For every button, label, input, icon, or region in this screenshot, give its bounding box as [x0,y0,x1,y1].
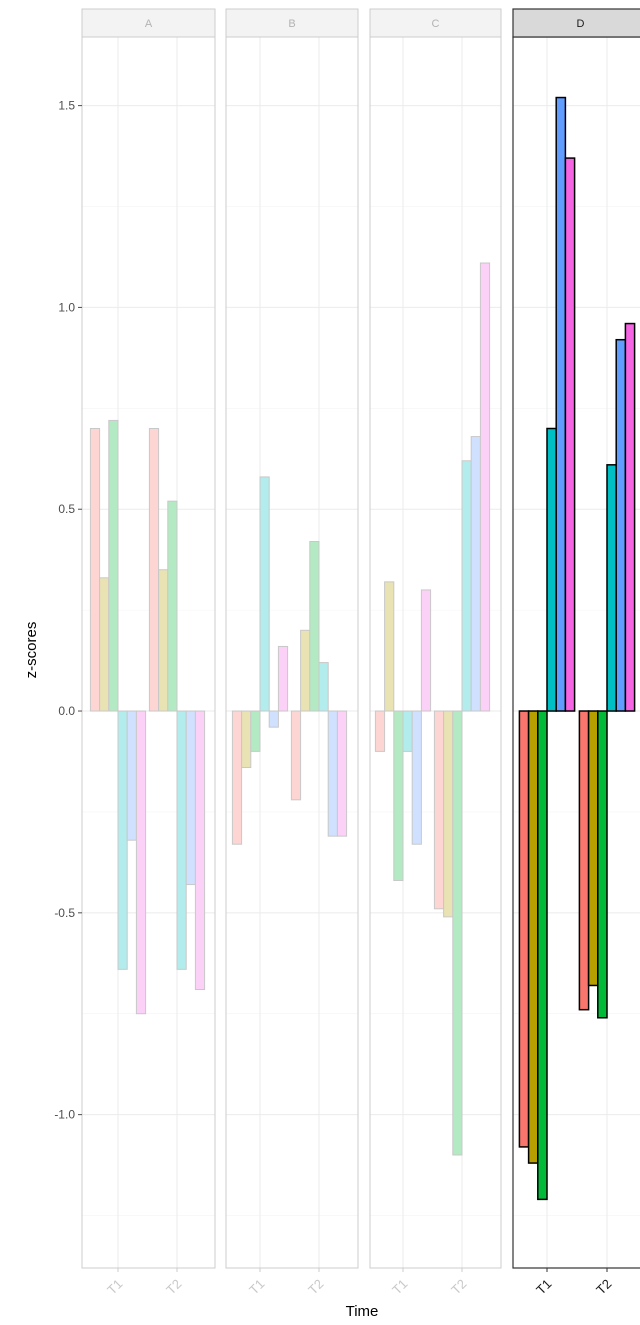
bar-c-t1-s3 [393,710,404,882]
y-axis: -1.0 -0.5 0.0 0.5 1.0 1.5 [54,99,82,1122]
bar-a-t2-s2 [158,569,169,712]
y-tick-label: 0.0 [58,704,75,718]
x-axis-title: Time [346,1303,379,1320]
facet-strip-label: B [288,18,295,30]
bar-b-t1-s2 [241,710,252,769]
facet-strip [225,8,359,38]
bar-b-t1-s1 [231,710,243,845]
x-tick-label: T1 [104,1276,125,1297]
y-tick-label: 1.0 [58,300,75,314]
bar-b-t2-s1 [290,710,302,801]
bar-a-t1-s4 [117,710,128,970]
bar-c-t2-s4 [461,460,472,712]
bar-a-t2-s3 [167,500,178,712]
bar-c-t1-s2 [384,581,395,712]
bar-b-t1-s4 [259,476,270,712]
bar-b-t1-s3 [250,710,261,752]
bar-d-t1-s2 [527,710,539,1164]
x-tick-label: T1 [389,1276,410,1297]
bar-d-t2-s2 [587,710,599,987]
y-tick-label: -0.5 [54,906,75,920]
bar-c-t2-s5 [470,436,481,712]
x-tick-label: T1 [533,1276,554,1297]
x-tick-label: T1 [246,1276,267,1297]
facet-strip-label: C [432,18,440,30]
y-axis-title: z-scores [23,622,40,679]
bar-c-t1-s1 [374,710,386,752]
bar-c-t2-s2 [443,710,454,918]
facet-strip-label: D [577,18,585,30]
bar-c-t2-s1 [433,710,445,910]
bar-c-t2-s3 [452,710,463,1156]
bar-b-t1-s6 [277,645,289,712]
bar-d-t2-s4 [606,464,617,712]
bar-c-t1-s5 [411,710,422,845]
bar-a-t2-s4 [176,710,187,970]
x-tick-label: T2 [163,1276,184,1297]
bar-a-t1-s3 [108,419,119,712]
bar-a-t1-s2 [99,577,110,712]
bar-b-t2-s3 [309,541,320,712]
x-tick-label: T2 [305,1276,326,1297]
bar-b-t2-s2 [300,629,311,712]
bar-d-t1-s1 [518,710,530,1148]
bar-c-t2-s6 [479,262,491,712]
bar-b-t2-s4 [318,662,329,712]
bar-d-t1-s6 [564,157,576,712]
bar-b-t1-s5 [268,710,279,728]
bar-a-t2-s6 [194,710,206,991]
bar-a-t2-s1 [148,428,160,712]
bar-a-t1-s6 [135,710,147,1015]
x-tick-label: T2 [448,1276,469,1297]
bar-d-t1-s3 [537,710,548,1201]
bar-a-t2-s5 [185,710,196,886]
bar-d-t1-s5 [555,96,567,712]
facet-strip [369,8,502,38]
y-tick-label: 0.5 [58,502,75,516]
bar-d-t2-s1 [578,710,590,1011]
panel-background [226,37,358,1268]
bar-d-t2-s5 [615,338,627,712]
bar-c-t1-s6 [420,589,432,712]
bar-b-t2-s5 [327,710,338,837]
x-tick-label: T2 [593,1276,614,1297]
y-tick-label: 1.5 [58,99,75,113]
bar-b-t2-s6 [336,710,348,837]
facet-strip [81,8,216,38]
bar-d-t2-s3 [597,710,608,1019]
y-tick-label: -1.0 [54,1108,75,1122]
bar-a-t1-s1 [89,428,101,712]
facet-strip-label: A [145,18,153,30]
bar-d-t2-s6 [624,322,636,712]
facet-panel-b: B T1 T2 [225,8,359,1297]
facet-strip [512,8,640,38]
facet-panel-a: A T1 T2 [81,8,216,1297]
facet-panel-d: D T1 T2 [512,8,640,1297]
bar-d-t1-s4 [546,427,557,712]
bar-a-t1-s5 [126,710,137,841]
facet-panel-c: C T1 T2 [369,8,502,1297]
bar-c-t1-s4 [402,710,413,752]
facet-panels: A T1 T2 B T1 T2 C T1 T2 D T1 T2 [81,8,640,1297]
